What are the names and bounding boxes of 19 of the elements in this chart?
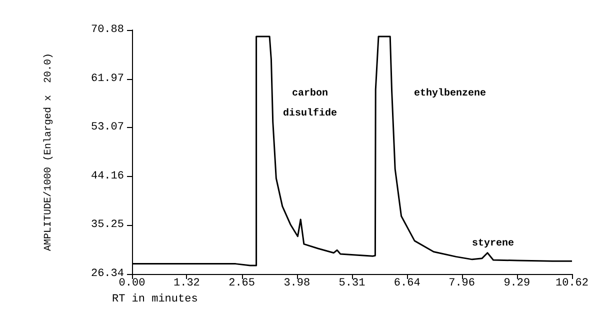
x-tick-label: 9.29 <box>504 278 530 290</box>
y-tick-label: 53.07 <box>90 122 124 134</box>
y-tick-label: 70.88 <box>90 24 124 36</box>
annotation: carbon disulfide <box>282 88 338 120</box>
x-tick-label: 10.62 <box>555 278 589 290</box>
annotation: ethylbenzene <box>414 88 486 100</box>
x-tick-label: 0.00 <box>118 278 146 290</box>
x-tick-label: 6.64 <box>394 278 421 290</box>
x-tick-label: 2.65 <box>228 278 255 290</box>
y-tick-label: 35.25 <box>90 219 124 232</box>
x-tick-label: 7.96 <box>448 278 475 290</box>
x-axis-title: RT in minutes <box>112 294 198 306</box>
y-tick-label: 61.97 <box>90 72 124 85</box>
y-axis-title: AMPLITUDE/1000 (Enlarged x 20.0) <box>42 52 54 252</box>
y-tick-label: 44.16 <box>90 170 124 182</box>
x-tick-label: 1.32 <box>173 278 200 290</box>
x-tick-label: 5.31 <box>338 278 366 290</box>
x-tick-label: 3.98 <box>284 278 310 290</box>
annotation: styrene <box>472 238 514 250</box>
